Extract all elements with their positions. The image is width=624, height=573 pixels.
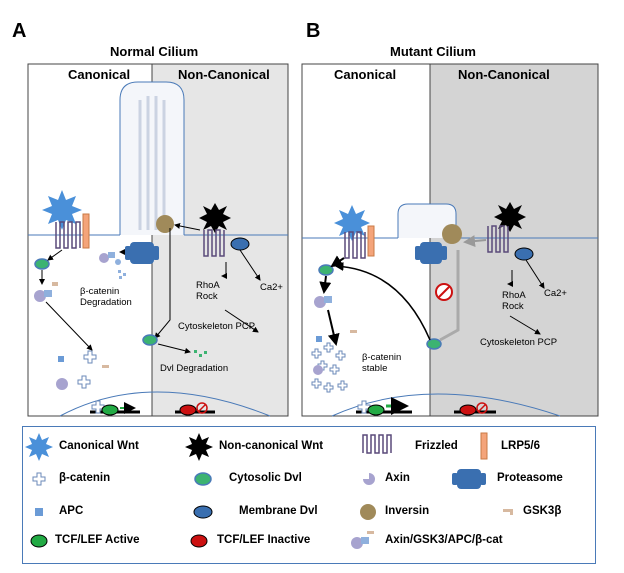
- lrp-a: [82, 213, 90, 249]
- dvl-stable-b: [426, 338, 442, 350]
- degraded-bits-a: [118, 270, 126, 279]
- legend-box: Canonical Wnt Non-canonical Wnt Frizzled…: [22, 426, 596, 564]
- frizzled-a: [55, 221, 81, 249]
- frizzled-b2: [487, 225, 509, 253]
- legend-canonical-wnt: Canonical Wnt: [59, 440, 139, 452]
- legend-tcf-inactive: TCF/LEF Inactive: [217, 534, 311, 546]
- frizzled-b: [344, 231, 366, 259]
- canonical-cytosol-items-a: [56, 350, 109, 390]
- inversin-b: [442, 224, 462, 244]
- cytoskeleton-a-label: Cytoskeleton PCP: [178, 321, 256, 332]
- panel-b-letter: B: [306, 20, 321, 42]
- tcf-inactive-a: [179, 404, 197, 416]
- destruction-complex-b: [314, 296, 332, 308]
- cilium-a: [119, 81, 185, 235]
- tcf-active-icon: [30, 534, 48, 548]
- bcat-stable-label: β-catenin stable: [362, 352, 402, 374]
- canonical-wnt-icon: [25, 433, 53, 461]
- complex-near-proteasome-a: [99, 252, 121, 265]
- nucleus-b: [331, 393, 561, 417]
- proteasome-a: [125, 242, 159, 264]
- apc-icon: [35, 508, 43, 516]
- dvl-fragments-a: [194, 350, 207, 357]
- destruction-complex-a: [34, 282, 58, 302]
- gsk3b-icon: [503, 509, 513, 515]
- legend-tcf-active: TCF/LEF Active: [55, 534, 140, 546]
- membrane-dvl-a: [230, 237, 250, 251]
- noncanonical-wnt-b: [494, 202, 526, 232]
- rhoa-rock-b-label: RhoA Rock: [502, 290, 526, 312]
- cytoskeleton-b-label: Cytoskeleton PCP: [480, 337, 558, 348]
- dvl-degrading-a: [142, 334, 158, 346]
- proteasome-icon: [452, 469, 486, 489]
- dvl-degradation-label: Dvl Degradation: [160, 363, 229, 374]
- cytosolic-dvl-a: [34, 258, 50, 270]
- legend-complex: Axin/GSK3/APC/β-cat: [385, 534, 503, 546]
- panel-b-noncanonical-label: Non-Canonical: [458, 67, 550, 82]
- inversin-a: [156, 215, 174, 233]
- proteasome-b: [415, 242, 447, 264]
- panel-a-noncanonical-label: Non-Canonical: [178, 67, 270, 82]
- noncanonical-wnt-icon: [185, 433, 213, 461]
- legend-bcatenin: β-catenin: [59, 472, 111, 484]
- ca2-b-label: Ca2+: [544, 288, 567, 299]
- legend-membrane-dvl: Membrane Dvl: [239, 505, 318, 517]
- legend-proteasome: Proteasome: [497, 472, 563, 484]
- legend-frizzled: Frizzled: [415, 440, 458, 452]
- tcf-inactive-icon: [190, 534, 208, 548]
- legend-inversin: Inversin: [385, 505, 430, 517]
- legend-lrp: LRP5/6: [501, 440, 540, 452]
- legend-noncanonical-wnt: Non-canonical Wnt: [219, 440, 324, 452]
- bcatenin-icon: [32, 472, 46, 486]
- canonical-wnt-a: [42, 190, 82, 230]
- tcf-active-a: [101, 404, 119, 416]
- nucleus-a: [59, 391, 271, 417]
- legend-icons: [25, 432, 513, 549]
- cytosolic-dvl-icon: [194, 472, 212, 486]
- panel-b-canonical-label: Canonical: [334, 67, 397, 82]
- membrane-dvl-b: [514, 247, 534, 261]
- membrane-dvl-icon: [193, 505, 213, 519]
- tcf-active-b: [367, 404, 385, 416]
- frizzled-a2: [203, 229, 225, 257]
- lrp-icon: [480, 432, 488, 460]
- legend-cytosolic-dvl: Cytosolic Dvl: [229, 472, 302, 484]
- complex-icon: [351, 531, 374, 549]
- axoneme-a: [138, 96, 166, 230]
- frizzled-icon: [362, 434, 392, 454]
- cytosolic-dvl-b: [318, 264, 334, 276]
- lrp-b: [367, 225, 375, 257]
- legend-apc: APC: [59, 505, 84, 517]
- cilium-b: [397, 203, 457, 238]
- noncanonical-wnt-a: [199, 203, 231, 233]
- tcf-inactive-b: [459, 404, 477, 416]
- legend-gsk3b: GSK3β: [523, 505, 562, 517]
- ca2-a-label: Ca2+: [260, 282, 283, 293]
- panel-a-letter: A: [12, 20, 27, 42]
- panel-a-canonical-label: Canonical: [68, 67, 131, 82]
- axin-icon: [363, 473, 375, 485]
- panel-b-title: Mutant Cilium: [390, 44, 476, 59]
- rhoa-rock-a-label: RhoA Rock: [196, 280, 220, 302]
- legend-axin: Axin: [385, 472, 410, 484]
- bcat-degradation-label: β-catenin Degradation: [80, 286, 132, 308]
- diagram-canvas: [27, 63, 599, 417]
- panel-a-title: Normal Cilium: [110, 44, 199, 59]
- inversin-icon: [360, 504, 376, 520]
